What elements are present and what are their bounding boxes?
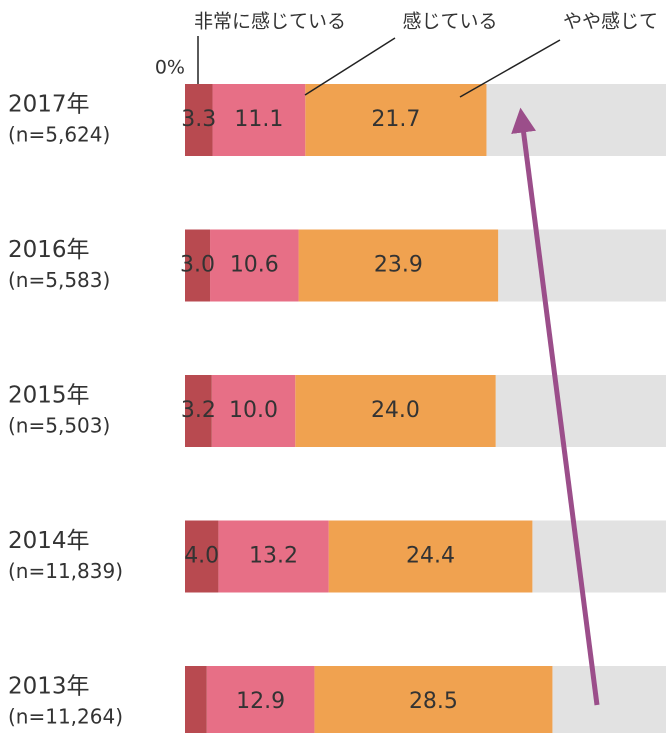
- value-label: 13.2: [249, 544, 298, 569]
- value-label: 21.7: [371, 107, 420, 132]
- sample-size-label: (n=5,583): [8, 268, 110, 292]
- category-label: 2014年: [8, 528, 90, 554]
- bar-segment: [185, 229, 211, 302]
- value-label: 28.5: [409, 689, 458, 714]
- bar-segment: [295, 375, 496, 447]
- value-label: 24.0: [371, 398, 420, 423]
- bar-segment: [305, 84, 487, 156]
- value-label: 11.1: [234, 107, 283, 132]
- category-label: 2017年: [8, 92, 90, 118]
- category-label: 2013年: [8, 674, 90, 700]
- bar-segment: [210, 229, 299, 302]
- bar-segment: [206, 666, 315, 733]
- bar-segment: [185, 375, 212, 447]
- legend-label: 非常に感じている: [194, 11, 346, 33]
- bar-segment: [532, 520, 666, 593]
- trend-arrow: [511, 107, 600, 706]
- value-label: 10.0: [229, 398, 278, 423]
- bar-segment: [486, 84, 666, 156]
- value-label: 12.9: [236, 689, 285, 714]
- leader-line: [459, 39, 561, 98]
- bar-segment: [185, 84, 213, 156]
- sample-size-label: (n=5,624): [8, 123, 110, 147]
- sample-size-label: (n=5,503): [8, 414, 110, 438]
- leader-line: [304, 37, 396, 96]
- bar-segment: [211, 375, 296, 447]
- bar-segment: [185, 666, 207, 733]
- value-label: 4.0: [184, 544, 219, 569]
- bar-segment: [495, 375, 666, 447]
- bar-segment: [218, 520, 329, 593]
- bar-segment: [185, 520, 219, 593]
- bar-segment: [212, 84, 306, 156]
- category-label: 2015年: [8, 383, 90, 409]
- legend-label: やや感じて: [563, 11, 658, 33]
- sample-size-label: (n=11,264): [8, 705, 123, 729]
- category-label: 2016年: [8, 237, 90, 263]
- legend-label: 感じている: [402, 11, 497, 33]
- value-label: 10.6: [230, 253, 279, 278]
- value-label: 3.2: [181, 398, 216, 423]
- bar-segment: [552, 666, 666, 733]
- bar-segment: [314, 666, 553, 733]
- value-label: 3.0: [180, 253, 215, 278]
- sample-size-label: (n=11,839): [8, 559, 123, 583]
- value-label: 23.9: [374, 253, 423, 278]
- value-label: 3.3: [181, 107, 216, 132]
- bar-segment: [298, 229, 499, 302]
- bar-segment: [328, 520, 533, 593]
- bar-segment: [498, 229, 666, 302]
- x-tick-label: 0%: [155, 57, 185, 79]
- value-label: 24.4: [406, 544, 455, 569]
